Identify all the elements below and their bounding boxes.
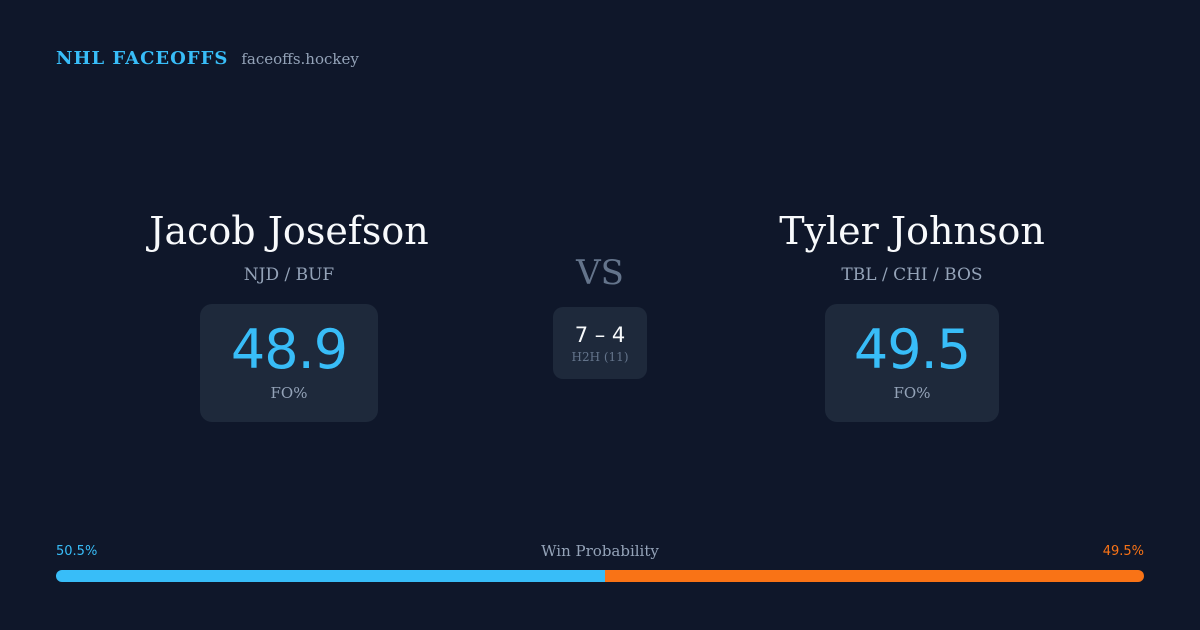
player-right-fo-value: 49.5 xyxy=(853,318,971,381)
head-to-head-card: 7 – 4 H2H (11) xyxy=(553,307,647,379)
player-left-fo-label: FO% xyxy=(270,384,308,402)
head-to-head-label: H2H (11) xyxy=(571,350,629,364)
player-right-panel: Tyler Johnson TBL / CHI / BOS 49.5 FO% xyxy=(692,208,1132,422)
win-probability-left-value: 50.5% xyxy=(56,544,98,559)
player-right-name: Tyler Johnson xyxy=(779,209,1045,253)
player-left-fo-value: 48.9 xyxy=(230,318,348,381)
win-probability-labels: 50.5% Win Probability 49.5% xyxy=(56,542,1144,564)
win-probability-title: Win Probability xyxy=(541,542,659,560)
win-probability-bar xyxy=(56,570,1144,582)
player-left-name: Jacob Josefson xyxy=(149,209,429,253)
head-to-head-score: 7 – 4 xyxy=(574,323,626,347)
win-probability-bar-left xyxy=(56,570,606,582)
versus-label: VS xyxy=(576,253,624,293)
player-left-panel: Jacob Josefson NJD / BUF 48.9 FO% xyxy=(69,208,509,422)
versus-block: VS 7 – 4 H2H (11) xyxy=(553,252,647,379)
player-right-fo-label: FO% xyxy=(893,384,931,402)
site-domain: faceoffs.hockey xyxy=(241,50,359,68)
player-left-teams: NJD / BUF xyxy=(243,265,335,285)
win-probability-right-value: 49.5% xyxy=(1102,544,1144,559)
site-title: NHL FACEOFFS xyxy=(56,48,229,69)
player-left-stat-card: 48.9 FO% xyxy=(200,304,378,422)
win-probability-bar-right xyxy=(605,570,1144,582)
site-brand: NHL FACEOFFS faceoffs.hockey xyxy=(56,48,359,69)
player-right-stat-card: 49.5 FO% xyxy=(825,304,999,422)
player-right-teams: TBL / CHI / BOS xyxy=(841,265,983,285)
